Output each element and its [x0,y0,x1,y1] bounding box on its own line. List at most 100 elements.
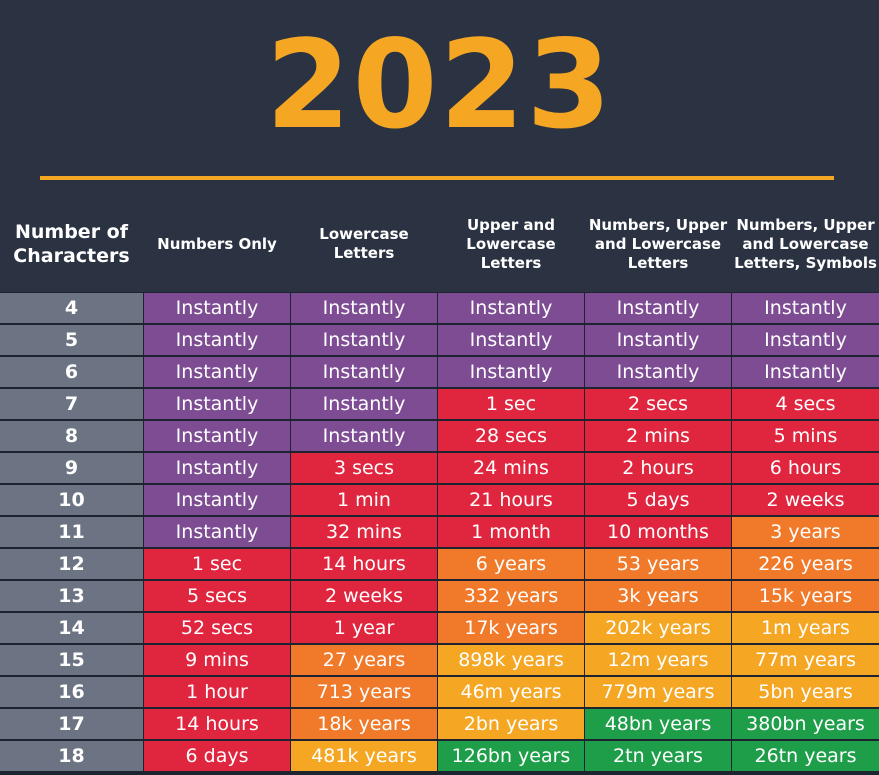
crack-time-cell: 779m years [585,677,731,707]
crack-time-cell: 77m years [732,645,879,675]
column-header-line: Number of [14,221,129,243]
crack-time-cell: Instantly [144,293,290,323]
crack-time-cell: 32 mins [291,517,437,547]
crack-time-cell: 4 secs [732,389,879,419]
crack-time-cell: 2 secs [585,389,731,419]
crack-time-cell: 10 months [585,517,731,547]
column-header-line: Upper and [466,215,555,234]
crack-time-cell: 18k years [291,709,437,739]
crack-time-cell: 26tn years [732,741,879,771]
crack-time-cell: Instantly [732,293,879,323]
crack-time-cell: 9 mins [144,645,290,675]
crack-time-cell: 2 mins [585,421,731,451]
crack-time-cell: Instantly [585,357,731,387]
crack-time-cell: 46m years [438,677,584,707]
crack-time-cell: Instantly [585,293,731,323]
crack-time-cell: 713 years [291,677,437,707]
page-title: 2023 [265,14,614,156]
character-count-cell: 18 [0,741,143,771]
column-header-line: Numbers, Upper [736,215,875,234]
crack-time-cell: Instantly [144,485,290,515]
character-count-cell: 5 [0,325,143,355]
crack-time-cell: 5 secs [144,581,290,611]
crack-time-cell: Instantly [291,325,437,355]
crack-time-cell: Instantly [438,293,584,323]
crack-time-cell: Instantly [144,325,290,355]
column-header-line: and Lowercase [594,234,722,253]
crack-time-cell: 3k years [585,581,731,611]
crack-time-cell: 1 hour [144,677,290,707]
character-count-cell: 16 [0,677,143,707]
crack-time-cell: Instantly [291,389,437,419]
crack-time-cell: 3 secs [291,453,437,483]
character-count-cell: 15 [0,645,143,675]
column-header-line: Characters [13,245,130,267]
character-count-cell: 14 [0,613,143,643]
crack-time-cell: 2tn years [585,741,731,771]
character-count-cell: 8 [0,421,143,451]
crack-time-cell: 6 days [144,741,290,771]
crack-time-cell: 6 years [438,549,584,579]
crack-time-cell: 332 years [438,581,584,611]
title-divider [40,176,834,180]
column-header-line: Lowercase [319,225,409,243]
crack-time-cell: 1 month [438,517,584,547]
column-header-line: Lowercase [466,234,556,253]
crack-time-cell: Instantly [144,389,290,419]
crack-time-cell: 28 secs [438,421,584,451]
crack-time-cell: 21 hours [438,485,584,515]
character-count-cell: 17 [0,709,143,739]
character-count-cell: 12 [0,549,143,579]
crack-time-cell: 1m years [732,613,879,643]
character-count-cell: 9 [0,453,143,483]
crack-time-cell: Instantly [438,357,584,387]
crack-time-cell: 2 weeks [291,581,437,611]
crack-time-cell: 5 mins [732,421,879,451]
crack-time-cell: 6 hours [732,453,879,483]
crack-time-cell: Instantly [732,325,879,355]
crack-time-cell: 5 days [585,485,731,515]
crack-time-cell: Instantly [585,325,731,355]
crack-time-cell: 14 hours [291,549,437,579]
crack-time-cell: 1 min [291,485,437,515]
crack-time-cell: 2 hours [585,453,731,483]
crack-time-cell: 481k years [291,741,437,771]
crack-time-cell: Instantly [291,357,437,387]
crack-time-cell: 52 secs [144,613,290,643]
character-count-cell: 11 [0,517,143,547]
column-header-1: Numbers Only [144,196,290,292]
crack-time-cell: 24 mins [438,453,584,483]
crack-time-cell: 1 sec [144,549,290,579]
crack-time-cell: 27 years [291,645,437,675]
crack-time-cell: 14 hours [144,709,290,739]
crack-time-cell: Instantly [291,421,437,451]
crack-time-cell: Instantly [144,421,290,451]
character-count-cell: 4 [0,293,143,323]
character-count-cell: 10 [0,485,143,515]
column-header-line: Letters, Symbols [734,253,877,272]
column-header-3: Upper and Lowercase Letters [438,196,584,292]
character-count-cell: 13 [0,581,143,611]
crack-time-cell: 202k years [585,613,731,643]
crack-time-cell: 53 years [585,549,731,579]
column-header-4: Numbers, Upper and Lowercase Letters [585,196,731,292]
crack-time-cell: 2 weeks [732,485,879,515]
column-header-line: Numbers, Upper [588,215,728,234]
crack-time-cell: 898k years [438,645,584,675]
column-header-line: Letters [333,244,395,262]
character-count-cell: 6 [0,357,143,387]
crack-time-cell: 17k years [438,613,584,643]
crack-time-cell: 380bn years [732,709,879,739]
crack-time-cell: 1 year [291,613,437,643]
crack-time-cell: Instantly [732,357,879,387]
character-count-cell: 7 [0,389,143,419]
crack-time-cell: 1 sec [438,389,584,419]
crack-time-cell: Instantly [144,453,290,483]
crack-time-cell: 3 years [732,517,879,547]
column-header-line: and Lowercase [742,234,869,253]
crack-time-cell: Instantly [291,293,437,323]
column-header-2: Lowercase Letters [291,196,437,292]
column-header-5: Numbers, Upper and Lowercase Letters, Symb… [732,196,879,292]
crack-time-cell: Instantly [144,517,290,547]
crack-time-cell: 48bn years [585,709,731,739]
